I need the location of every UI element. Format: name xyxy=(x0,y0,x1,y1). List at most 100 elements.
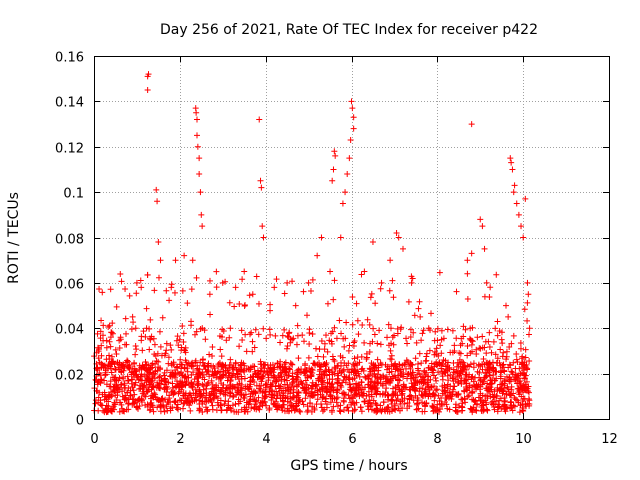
data-point xyxy=(293,398,300,405)
data-point xyxy=(414,365,421,372)
data-point xyxy=(293,403,300,410)
data-point xyxy=(239,337,246,344)
data-point xyxy=(442,395,449,402)
data-point xyxy=(492,325,499,332)
data-point xyxy=(238,327,245,334)
data-point xyxy=(407,392,414,399)
data-point xyxy=(180,330,187,337)
data-point xyxy=(404,399,411,406)
data-point xyxy=(525,331,532,338)
data-point xyxy=(355,370,362,377)
data-point xyxy=(350,125,357,132)
data-point xyxy=(197,391,204,398)
data-point xyxy=(260,234,267,241)
y-tick-label: 0.12 xyxy=(55,142,84,157)
data-point xyxy=(462,377,469,384)
data-point xyxy=(394,367,401,374)
data-point xyxy=(371,383,378,390)
data-point xyxy=(302,360,309,367)
data-point xyxy=(153,396,160,403)
data-point xyxy=(115,385,122,392)
data-point xyxy=(430,408,437,415)
data-point xyxy=(327,268,334,275)
data-point xyxy=(385,404,392,411)
data-point xyxy=(157,343,164,350)
data-point xyxy=(196,369,203,376)
data-point xyxy=(526,325,533,332)
data-point xyxy=(176,383,183,390)
data-point xyxy=(365,375,372,382)
data-point xyxy=(98,342,105,349)
data-point xyxy=(162,350,169,357)
data-point xyxy=(240,367,247,374)
data-point xyxy=(351,355,358,362)
data-point xyxy=(452,391,459,398)
data-point xyxy=(193,109,200,116)
data-point xyxy=(469,373,476,380)
data-point xyxy=(328,408,335,415)
data-point xyxy=(267,381,274,388)
data-point xyxy=(105,361,112,368)
data-point xyxy=(306,326,313,333)
data-point xyxy=(511,182,518,189)
data-point xyxy=(521,372,528,379)
data-point xyxy=(377,285,384,292)
data-point xyxy=(454,359,461,366)
data-point xyxy=(133,346,140,353)
data-point xyxy=(517,388,524,395)
data-point xyxy=(189,257,196,264)
data-point xyxy=(359,386,366,393)
data-point xyxy=(341,343,348,350)
data-point xyxy=(347,381,354,388)
data-point xyxy=(275,382,282,389)
data-point xyxy=(329,353,336,360)
data-point xyxy=(407,387,414,394)
data-point xyxy=(161,385,168,392)
data-point xyxy=(458,407,465,414)
data-point xyxy=(278,369,285,376)
data-point xyxy=(522,346,529,353)
data-point xyxy=(148,378,155,385)
data-point xyxy=(294,322,301,329)
data-point xyxy=(463,380,470,387)
data-point xyxy=(289,278,296,285)
data-point xyxy=(233,408,240,415)
data-point xyxy=(248,405,255,412)
data-point xyxy=(94,344,101,351)
data-point xyxy=(332,152,339,159)
data-point xyxy=(110,384,117,391)
data-point xyxy=(438,327,445,334)
data-point xyxy=(259,389,266,396)
data-point xyxy=(421,408,428,415)
data-point xyxy=(353,300,360,307)
data-point xyxy=(385,379,392,386)
data-point xyxy=(390,363,397,370)
data-point xyxy=(105,392,112,399)
data-point xyxy=(271,392,278,399)
data-point xyxy=(400,381,407,388)
data-point xyxy=(369,239,376,246)
data-point xyxy=(163,403,170,410)
data-point xyxy=(464,270,471,277)
data-point xyxy=(122,286,129,293)
data-point xyxy=(365,388,372,395)
data-point xyxy=(146,346,153,353)
data-point xyxy=(330,296,337,303)
data-point xyxy=(200,382,207,389)
data-point xyxy=(481,361,488,368)
data-point xyxy=(510,359,517,366)
data-point xyxy=(142,393,149,400)
data-point xyxy=(483,373,490,380)
data-point xyxy=(390,294,397,301)
data-point xyxy=(354,317,361,324)
data-point xyxy=(507,378,514,385)
data-point xyxy=(351,375,358,382)
data-point xyxy=(331,277,338,284)
data-point xyxy=(364,316,371,323)
data-point xyxy=(402,384,409,391)
x-tick-label: 10 xyxy=(515,432,532,447)
data-point xyxy=(212,386,219,393)
data-point xyxy=(116,344,123,351)
data-point xyxy=(511,403,518,410)
data-point xyxy=(439,360,446,367)
